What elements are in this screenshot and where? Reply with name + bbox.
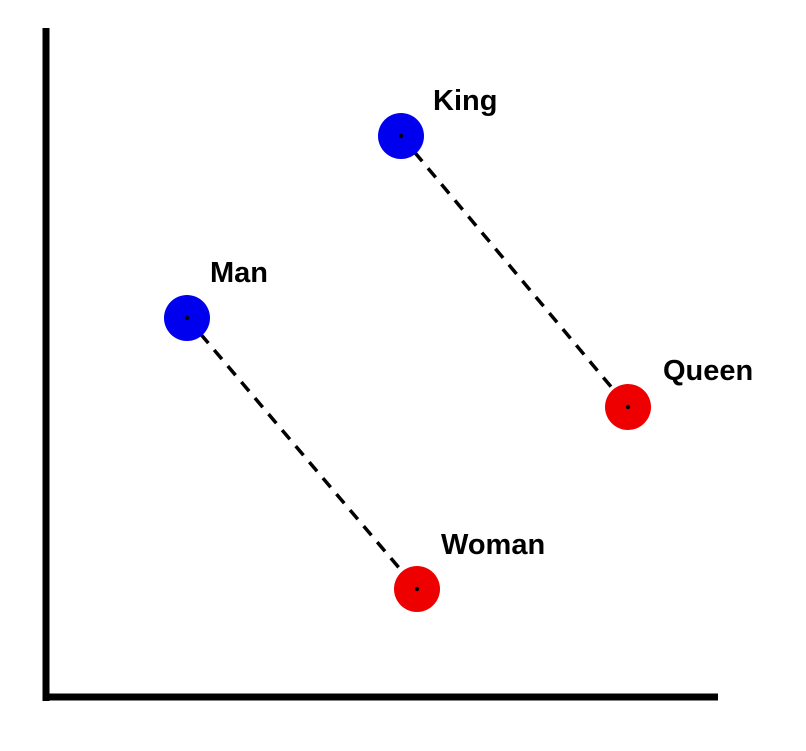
label-king: King [433, 85, 497, 117]
label-queen: Queen [663, 355, 753, 387]
point-man-center [184, 315, 190, 321]
point-man: Man [164, 257, 268, 341]
label-man: Man [210, 257, 268, 289]
point-woman-center [414, 586, 420, 592]
point-queen-center [625, 404, 631, 410]
point-woman: Woman [394, 529, 545, 612]
point-queen: Queen [605, 355, 753, 430]
point-king: King [378, 85, 497, 159]
link-king-queen [399, 134, 630, 409]
label-woman: Woman [441, 529, 545, 561]
point-king-center [398, 133, 404, 139]
link-man-woman [185, 316, 419, 591]
